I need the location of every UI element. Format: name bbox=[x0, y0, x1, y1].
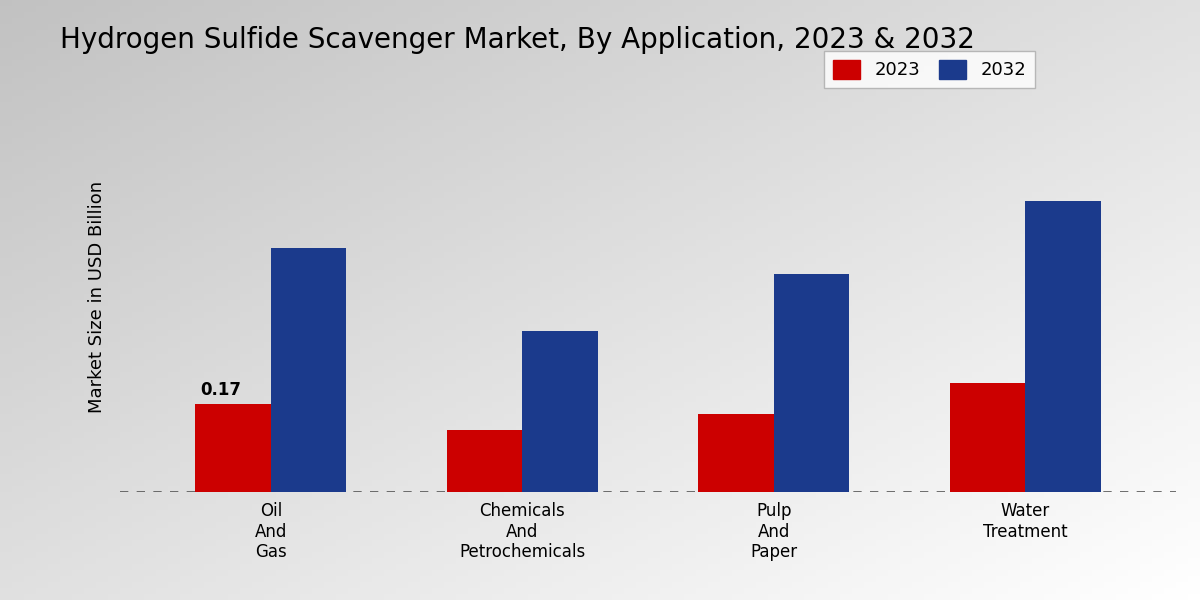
Bar bbox=[271, 248, 347, 492]
Bar bbox=[949, 383, 1025, 492]
Bar bbox=[1025, 201, 1100, 492]
Bar bbox=[196, 404, 271, 492]
Text: 0.17: 0.17 bbox=[200, 382, 241, 400]
Legend: 2023, 2032: 2023, 2032 bbox=[824, 51, 1034, 88]
Bar bbox=[774, 274, 850, 492]
Bar bbox=[446, 430, 522, 492]
Y-axis label: Market Size in USD Billion: Market Size in USD Billion bbox=[88, 181, 106, 413]
Text: Hydrogen Sulfide Scavenger Market, By Application, 2023 & 2032: Hydrogen Sulfide Scavenger Market, By Ap… bbox=[60, 26, 974, 54]
Bar bbox=[522, 331, 598, 492]
Bar bbox=[698, 414, 774, 492]
